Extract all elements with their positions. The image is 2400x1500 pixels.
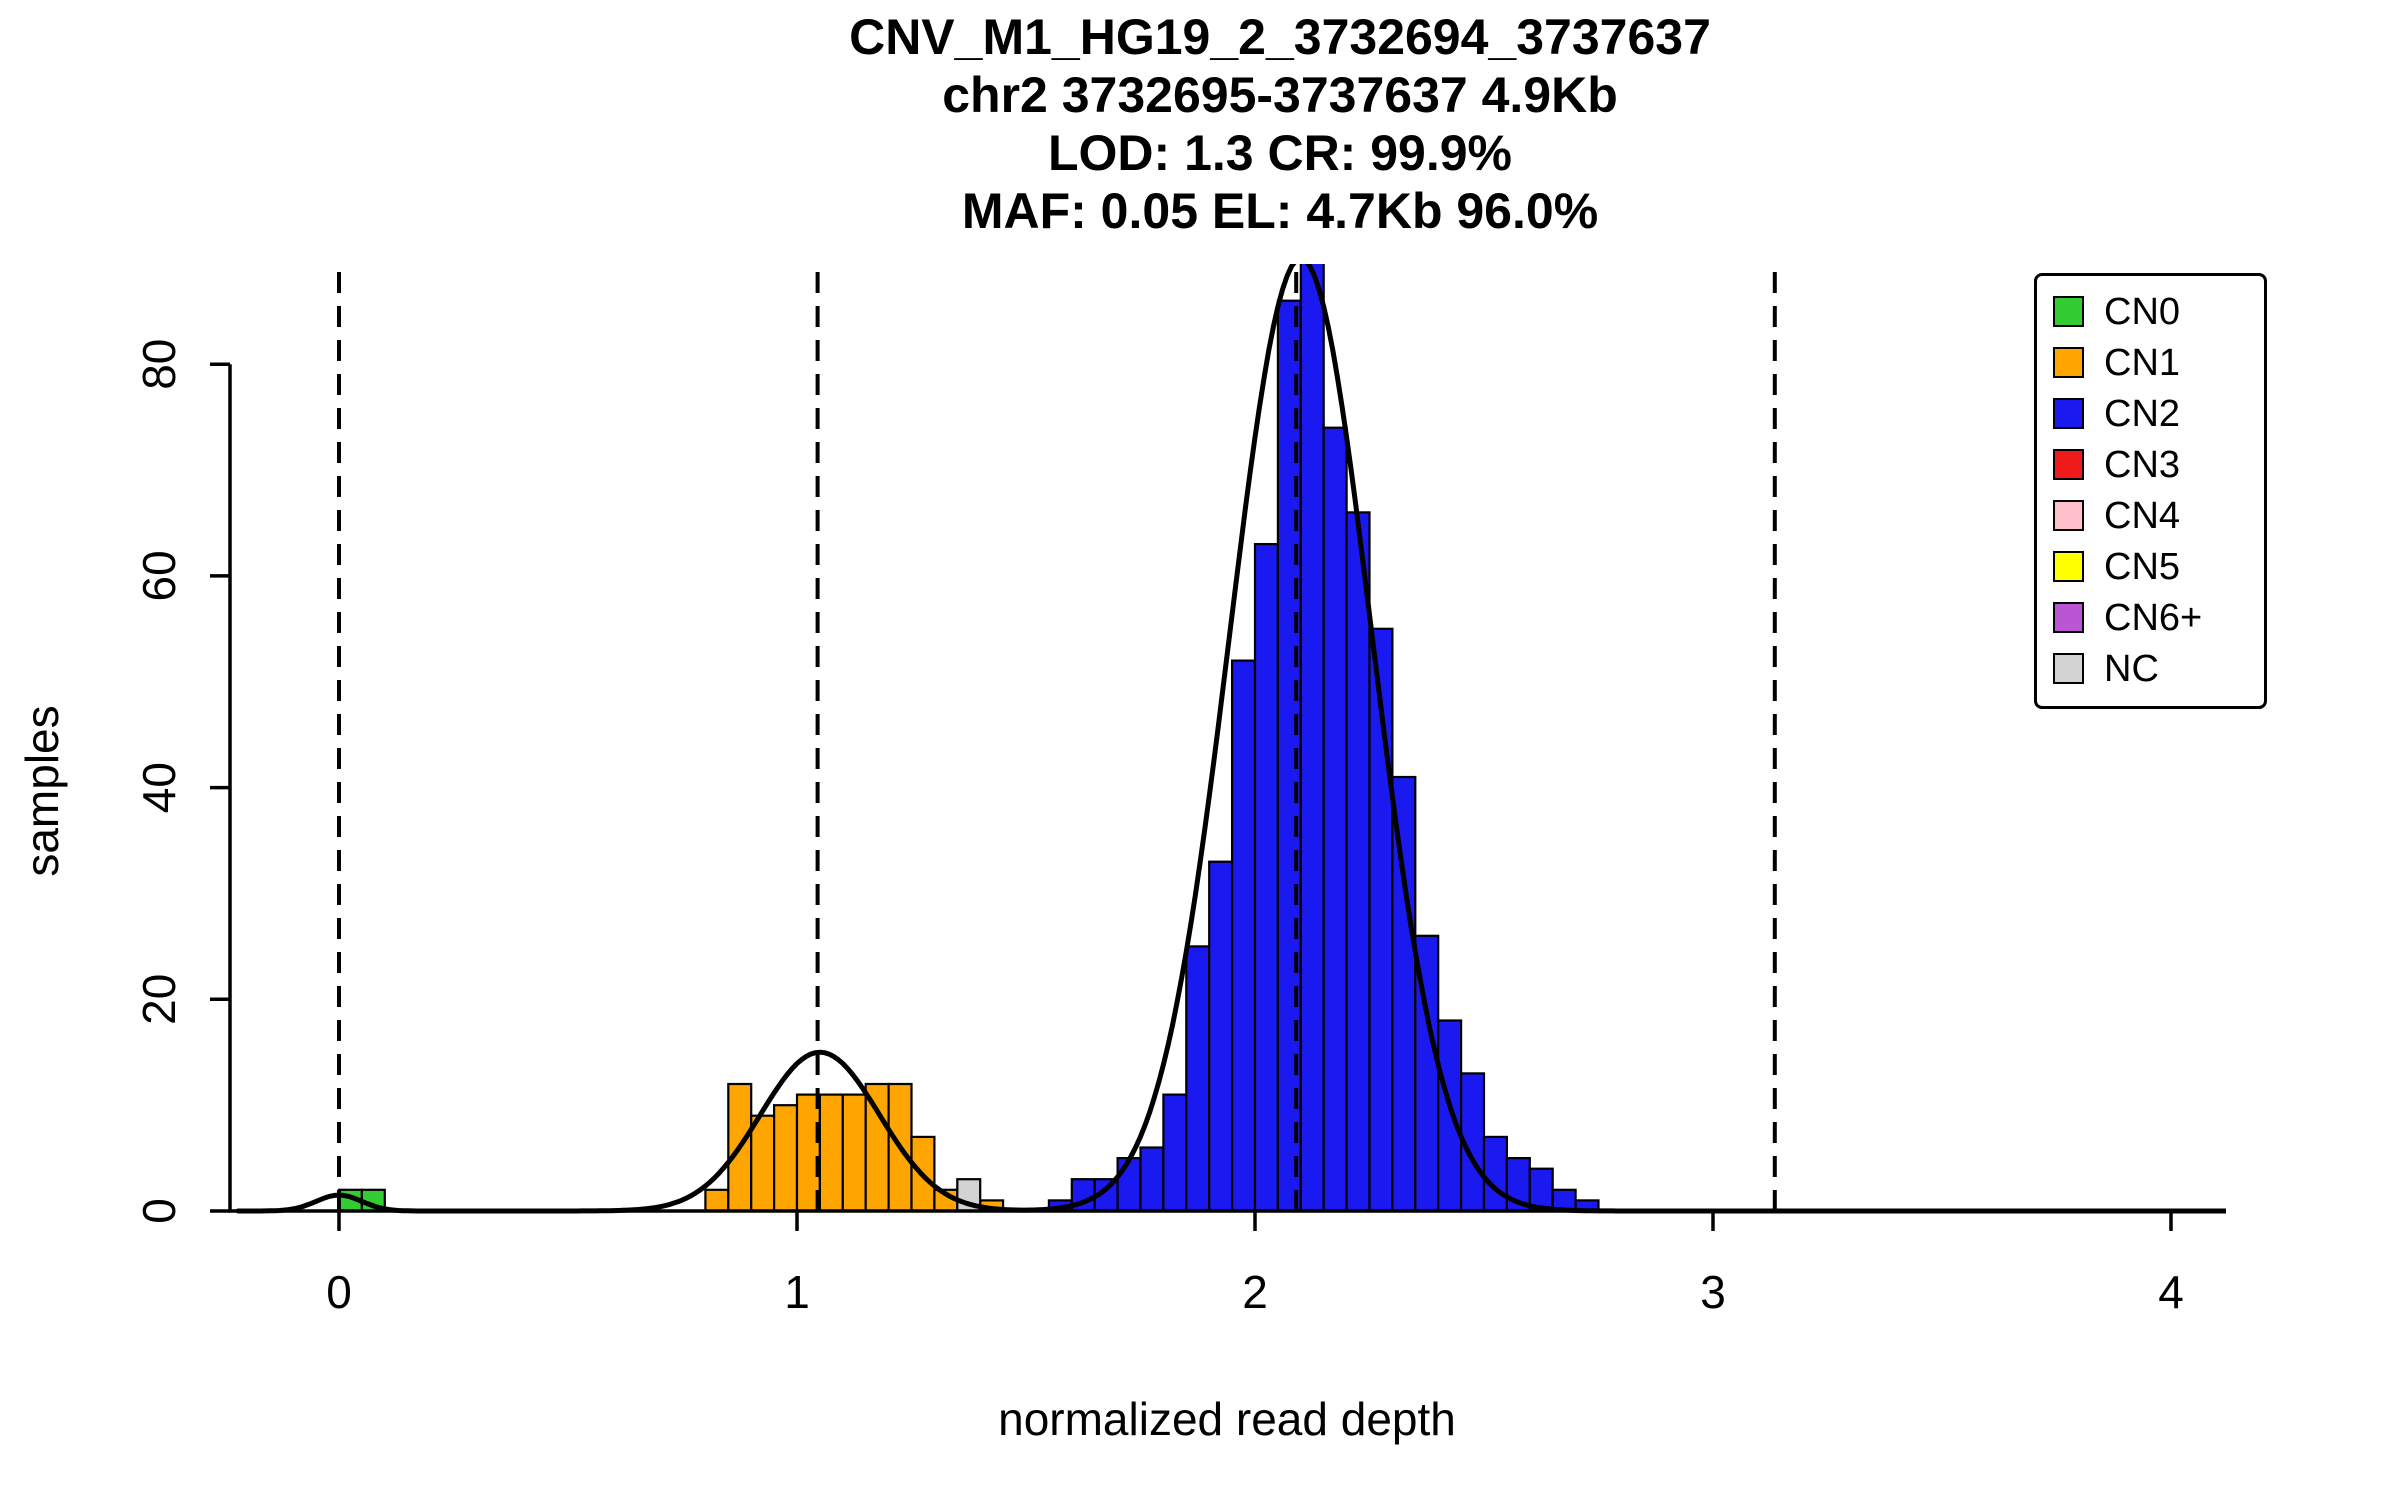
histogram-bar-cn2 xyxy=(1437,1019,1463,1213)
histogram-bar-cn2 xyxy=(1208,860,1234,1213)
x-tick-label: 0 xyxy=(326,1266,352,1318)
legend-item-cn4: CN4 xyxy=(2053,490,2264,541)
legend-label-cn6plus: CN6+ xyxy=(2104,596,2203,639)
x-tick-label: 2 xyxy=(1242,1266,1268,1318)
histogram-bar-cn2 xyxy=(1345,511,1371,1213)
legend-swatch-cn4 xyxy=(2053,500,2084,531)
histogram-bar-cn2 xyxy=(1139,1146,1165,1213)
x-tick-label: 3 xyxy=(1700,1266,1726,1318)
histogram-bar-cn2 xyxy=(1391,775,1417,1213)
chart-title-block: CNV_M1_HG19_2_3732694_3737637 chr2 37326… xyxy=(160,8,2400,240)
legend-label-cn3: CN3 xyxy=(2104,443,2181,486)
histogram-bars xyxy=(337,264,1600,1213)
histogram-bar-cn2 xyxy=(1322,426,1348,1213)
legend-label-cn1: CN1 xyxy=(2104,341,2181,384)
legend-swatch-cn2 xyxy=(2053,398,2084,429)
chart-title-line4: MAF: 0.05 EL: 4.7Kb 96.0% xyxy=(961,183,1599,239)
chart-title-line3: LOD: 1.3 CR: 99.9% xyxy=(1047,125,1512,181)
chart-title-line2: chr2 3732695-3737637 4.9Kb xyxy=(942,67,1618,123)
legend-item-nc: NC xyxy=(2053,643,2264,694)
histogram-bar-cn1 xyxy=(864,1082,890,1213)
legend-box: CN0 CN1 CN2 CN3 CN4 CN5 CN6+ NC xyxy=(2034,273,2267,709)
legend-swatch-cn0 xyxy=(2053,296,2084,327)
y-tick-label: 60 xyxy=(133,550,185,601)
histogram-bar-cn1 xyxy=(704,1188,730,1213)
legend-swatch-cn3 xyxy=(2053,449,2084,480)
legend-label-cn4: CN4 xyxy=(2104,494,2181,537)
x-tick-label: 4 xyxy=(2158,1266,2184,1318)
y-tick-label: 0 xyxy=(133,1198,185,1224)
y-tick-label: 40 xyxy=(133,762,185,813)
histogram-bar-cn2 xyxy=(1162,1093,1188,1213)
legend-label-cn0: CN0 xyxy=(2104,290,2181,333)
legend-swatch-cn6plus xyxy=(2053,602,2084,633)
legend-swatch-cn1 xyxy=(2053,347,2084,378)
histogram-bar-cn1 xyxy=(750,1114,776,1213)
x-tick-label: 1 xyxy=(784,1266,810,1318)
legend-item-cn3: CN3 xyxy=(2053,439,2264,490)
histogram-bar-cn1 xyxy=(818,1093,844,1213)
legend-item-cn2: CN2 xyxy=(2053,388,2264,439)
histogram-bar-cn2 xyxy=(1185,945,1211,1213)
legend-label-cn2: CN2 xyxy=(2104,392,2181,435)
legend-label-cn5: CN5 xyxy=(2104,545,2181,588)
histogram-bar-cn1 xyxy=(841,1093,867,1213)
histogram-bar-cn2 xyxy=(1116,1156,1142,1213)
histogram-bar-cn2 xyxy=(1482,1135,1508,1213)
x-axis-label: normalized read depth xyxy=(998,1393,1456,1445)
histogram-bar-cn1 xyxy=(772,1104,799,1213)
legend-rows: CN0 CN1 CN2 CN3 CN4 CN5 CN6+ NC xyxy=(2053,286,2264,694)
legend-swatch-cn5 xyxy=(2053,551,2084,582)
y-tick-label: 20 xyxy=(133,974,185,1025)
legend-item-cn6plus: CN6+ xyxy=(2053,592,2264,643)
chart-title-line1: CNV_M1_HG19_2_3732694_3737637 xyxy=(849,9,1711,65)
legend-item-cn1: CN1 xyxy=(2053,337,2264,388)
histogram-bar-cn2 xyxy=(1230,659,1257,1213)
legend-label-nc: NC xyxy=(2104,647,2159,690)
histogram-bar-cn2 xyxy=(1299,264,1325,1213)
legend-swatch-nc xyxy=(2053,653,2084,684)
y-tick-label: 80 xyxy=(133,339,185,390)
histogram-bar-cn2 xyxy=(1253,542,1279,1213)
legend-item-cn0: CN0 xyxy=(2053,286,2264,337)
legend-item-cn5: CN5 xyxy=(2053,541,2264,592)
y-axis-label: samples xyxy=(16,705,68,877)
